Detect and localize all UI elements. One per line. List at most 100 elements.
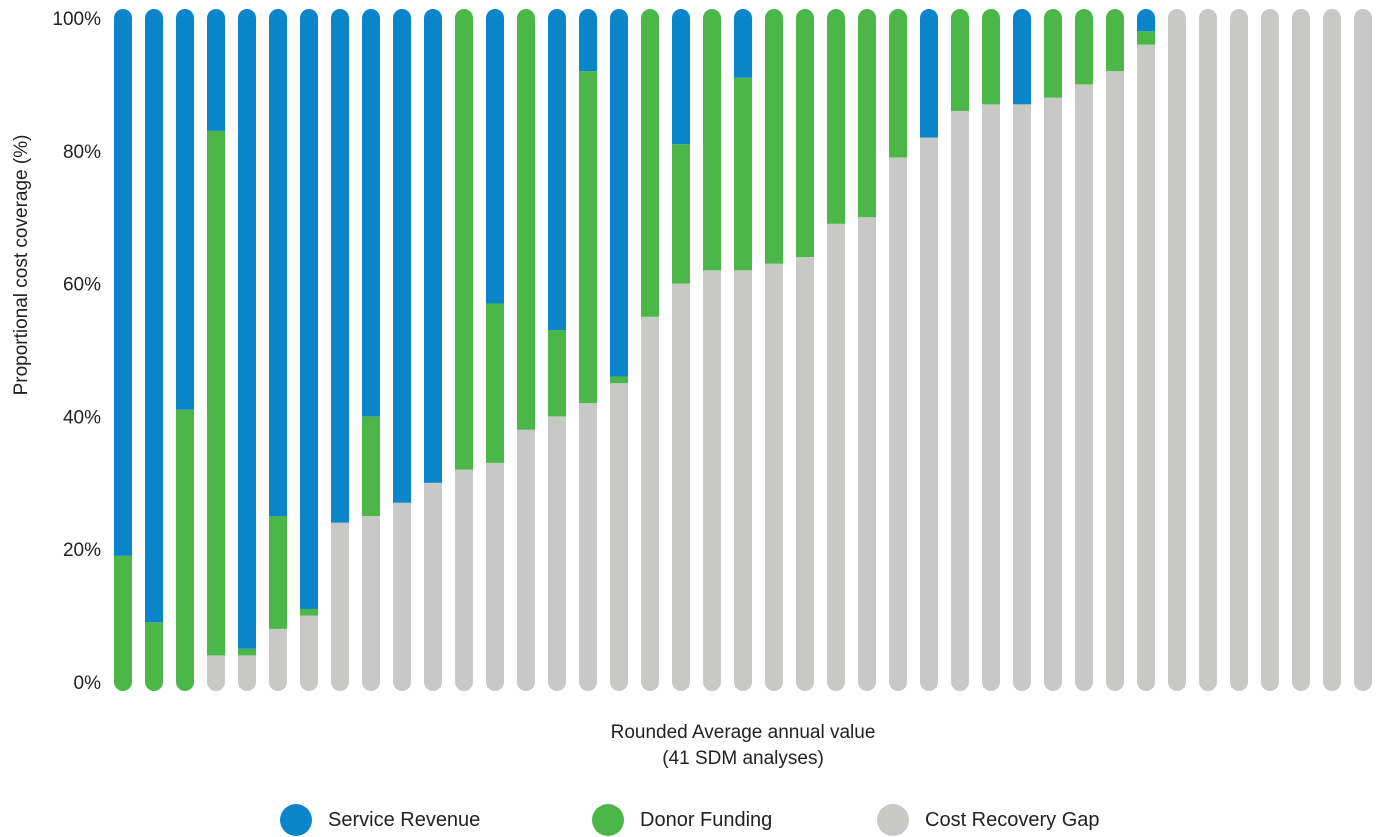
bar-segment-cost-recovery-gap [517,429,535,691]
bar-stack [300,9,318,691]
bar-segment-cost-recovery-gap [1013,104,1031,691]
bar-segment-donor-funding [982,9,1000,105]
bar-segment-cost-recovery-gap [796,257,814,691]
bar-stack [238,9,256,691]
bar-segment-donor-funding [1106,9,1124,72]
bar-segment-donor-funding [114,555,132,691]
x-axis-title-line2: (41 SDM analyses) [662,748,824,769]
bar-segment-cost-recovery-gap [362,516,380,691]
bar-segment-cost-recovery-gap [238,655,256,691]
bar-segment-service-revenue [207,9,225,131]
bar-segment-cost-recovery-gap [982,104,1000,691]
legend-swatch-service-revenue [280,804,312,836]
bar-stack [920,9,938,691]
bar-segment-donor-funding [703,9,721,271]
bar-segment-donor-funding [455,9,473,470]
bar-segment-cost-recovery-gap [827,223,845,691]
legend-label-service-revenue: Service Revenue [328,808,481,831]
bar-stack [1137,9,1155,691]
bar-segment-cost-recovery-gap [765,263,783,691]
bar-segment-donor-funding [579,71,597,404]
bar-stack [827,9,845,691]
bar-segment-cost-recovery-gap [579,403,597,691]
y-tick-label: 20% [63,540,101,561]
bar-segment-service-revenue [238,9,256,649]
bar-segment-cost-recovery-gap [889,157,907,691]
bar-stack [858,9,876,691]
bar-segment-donor-funding [517,9,535,430]
bar-segment-service-revenue [920,9,938,138]
bar-segment-cost-recovery-gap [1137,44,1155,691]
bar-segment-cost-recovery-gap [269,628,287,691]
bar-segment-cost-recovery-gap [1230,9,1248,691]
bar-segment-donor-funding [486,303,504,463]
bar-stack [951,9,969,691]
bar-stack [114,9,132,691]
bar-segment-service-revenue [672,9,690,145]
bar-segment-donor-funding [238,648,256,656]
bar-segment-donor-funding [300,608,318,616]
bar-stack [1199,9,1217,691]
bar-stack [579,9,597,691]
bar-segment-donor-funding [765,9,783,264]
bar-stack [703,9,721,691]
bar-segment-donor-funding [858,9,876,218]
legend-swatch-cost-recovery-gap [877,804,909,836]
bar-segment-cost-recovery-gap [951,110,969,691]
bar-segment-cost-recovery-gap [1354,9,1372,691]
legend: Service Revenue Donor Funding Cost Recov… [0,803,1378,837]
bar-segment-cost-recovery-gap [548,416,566,691]
bar-segment-service-revenue [176,9,194,410]
bar-segment-cost-recovery-gap [703,270,721,691]
y-tick-label: 100% [52,9,101,30]
bar-stack [982,9,1000,691]
bar-segment-service-revenue [1137,9,1155,32]
y-tick-label: 80% [63,142,101,163]
bar-stack [641,9,659,691]
x-axis-title-line1: Rounded Average annual value [611,722,876,743]
legend-label-donor-funding: Donor Funding [640,808,773,831]
bar-stack [1106,9,1124,691]
legend-label-cost-recovery-gap: Cost Recovery Gap [925,808,1100,831]
bar-stack [1292,9,1310,691]
bar-stack [393,9,411,691]
y-tick-label: 40% [63,407,101,428]
bar-segment-cost-recovery-gap [641,316,659,691]
bar-stack [176,9,194,691]
bar-segment-service-revenue [548,9,566,331]
bar-stack [517,9,535,691]
y-tick-label: 0% [74,673,102,694]
bar-stack [1168,9,1186,691]
bar-stack [1323,9,1341,691]
bar-segment-service-revenue [734,9,752,78]
bar-segment-service-revenue [1013,9,1031,105]
bar-segment-donor-funding [610,376,628,384]
bar-segment-service-revenue [362,9,380,417]
bar-stack [455,9,473,691]
bar-segment-cost-recovery-gap [1075,84,1093,691]
bar-segment-service-revenue [486,9,504,304]
bar-stack [796,9,814,691]
bar-segment-cost-recovery-gap [1106,71,1124,691]
bar-segment-cost-recovery-gap [1199,9,1217,691]
bar-segment-cost-recovery-gap [455,469,473,691]
bar-stack [331,9,349,691]
bar-segment-donor-funding [145,622,163,691]
bar-stack [1013,9,1031,691]
legend-swatch-donor-funding [592,804,624,836]
bar-segment-donor-funding [207,130,225,656]
bar-stack [1354,9,1372,691]
y-tick-label: 60% [63,275,101,296]
bar-segment-donor-funding [176,409,194,691]
bar-segment-donor-funding [672,144,690,284]
bar-stack [207,9,225,691]
bar-stack [889,9,907,691]
bars-group [114,9,1372,691]
y-axis-title: Proportional cost coverage (%) [11,135,32,396]
bar-segment-service-revenue [579,9,597,72]
bar-segment-cost-recovery-gap [207,655,225,691]
bar-segment-donor-funding [641,9,659,317]
bar-segment-cost-recovery-gap [393,502,411,691]
bar-segment-cost-recovery-gap [920,137,938,691]
bar-segment-cost-recovery-gap [424,482,442,691]
